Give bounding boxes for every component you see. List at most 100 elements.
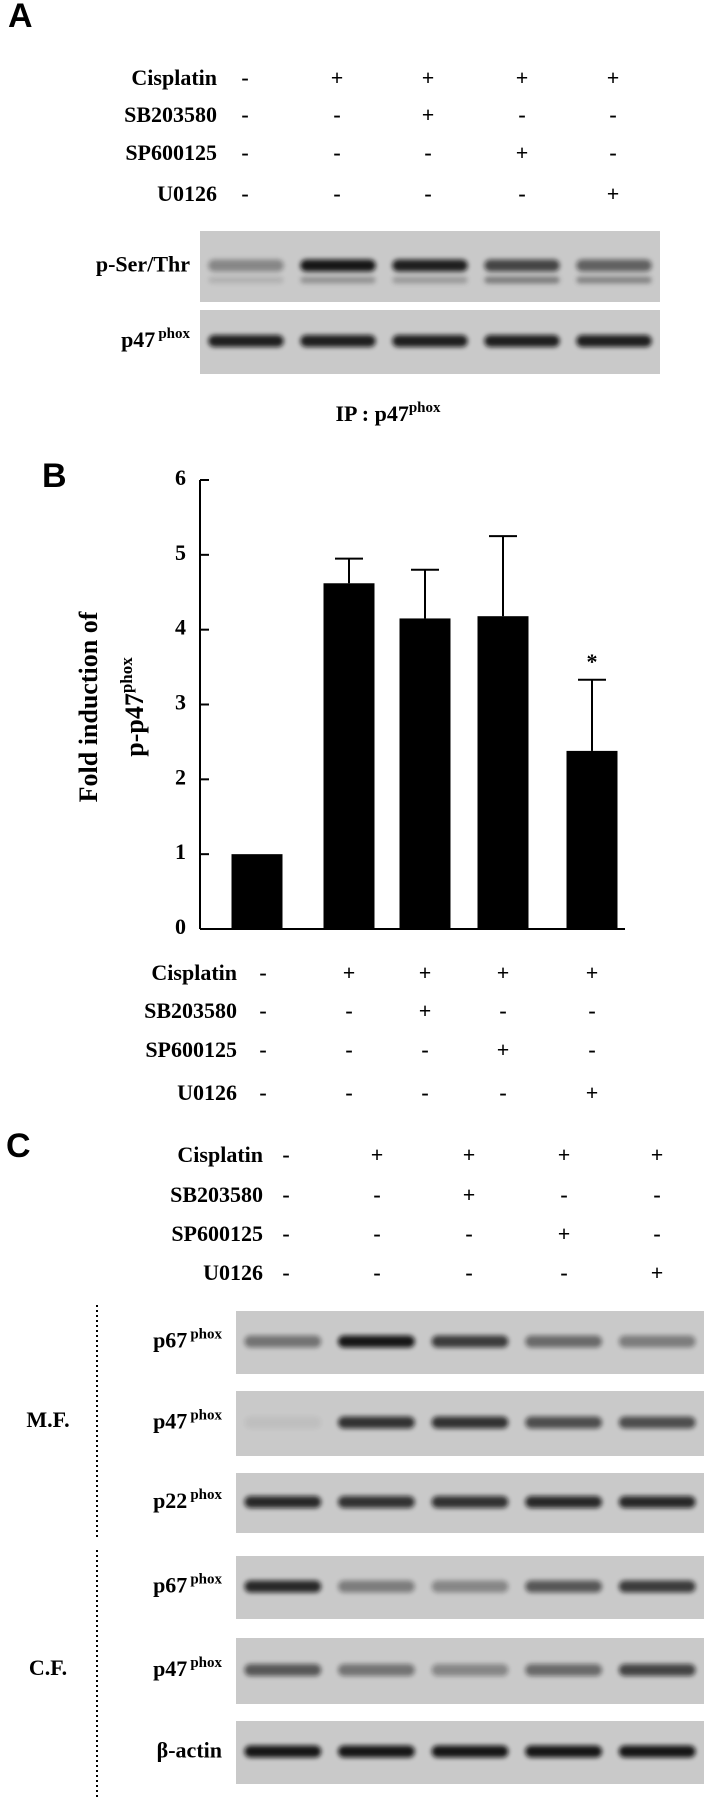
blot-band	[338, 1580, 415, 1593]
label-sup: phox	[190, 1408, 222, 1424]
treatment-sign: -	[421, 1080, 428, 1105]
treatment-sign: -	[588, 998, 595, 1023]
label-text: p67	[153, 1328, 187, 1353]
treatment-sign: +	[422, 102, 435, 127]
treatment-sign: +	[343, 960, 356, 985]
treatment-sign: +	[497, 960, 510, 985]
row-label: p67 phox	[153, 1572, 222, 1598]
blot-band	[576, 259, 652, 272]
treatment-sign: +	[586, 960, 599, 985]
treatment-sign: -	[259, 998, 266, 1023]
blot-band	[525, 1416, 602, 1429]
blot-band	[618, 1335, 696, 1348]
blot-band	[576, 335, 652, 347]
treatment-sign: +	[607, 65, 620, 90]
y-label-text: Fold induction of	[74, 611, 103, 802]
blot-band	[392, 259, 468, 272]
label-text: p47	[121, 327, 155, 352]
row-label: p67 phox	[153, 1327, 222, 1353]
treatment-sign: +	[497, 1037, 510, 1062]
blot-band	[338, 1496, 415, 1508]
blot-band	[525, 1335, 602, 1348]
bar	[231, 854, 283, 929]
label-text: β-actin	[157, 1738, 222, 1763]
treatment-sign: -	[259, 960, 266, 985]
blot-band	[431, 1580, 509, 1593]
blot-band	[244, 1664, 322, 1676]
treatment-sign: -	[499, 1080, 506, 1105]
error-bar	[578, 678, 606, 751]
blot-band	[208, 335, 284, 347]
label-sup: phox	[190, 1487, 222, 1503]
bar	[399, 618, 451, 929]
y-label-sup: phox	[117, 657, 136, 693]
label-text: p47	[153, 1409, 187, 1434]
caption-text: IP : p47	[335, 401, 408, 426]
treatment-sign: -	[259, 1037, 266, 1062]
treatment-sign: +	[463, 1142, 476, 1167]
treatment-sign: +	[558, 1221, 571, 1246]
treatment-sign: -	[241, 65, 248, 90]
blot-band	[431, 1664, 509, 1676]
blot-band	[618, 1664, 696, 1676]
caption-sup: phox	[409, 400, 441, 416]
treatment-name: SP600125	[171, 1221, 263, 1246]
blot-band	[338, 1664, 415, 1676]
treatment-sign: -	[241, 140, 248, 165]
panel-label: C	[6, 1127, 31, 1165]
treatment-sign: -	[373, 1221, 380, 1246]
treatment-sign: -	[282, 1260, 289, 1285]
ip-caption: IP : p47phox	[335, 400, 441, 426]
blot-band	[300, 276, 376, 284]
treatment-sign: -	[588, 1037, 595, 1062]
treatment-sign: -	[333, 181, 340, 206]
treatment-name: U0126	[177, 1080, 237, 1105]
row-label: p47 phox	[153, 1655, 222, 1681]
row-label: p47 phox	[121, 326, 190, 352]
blot-band	[208, 276, 284, 284]
treatment-name: SB203580	[170, 1182, 263, 1207]
blot-band	[484, 276, 560, 284]
y-tick-label: 5	[175, 540, 186, 565]
row-label: β-actin	[157, 1738, 222, 1763]
treatment-sign: +	[331, 65, 344, 90]
blot-band	[244, 1496, 322, 1508]
blot-band	[431, 1416, 509, 1429]
treatment-sign: -	[560, 1182, 567, 1207]
treatment-sign: +	[516, 65, 529, 90]
blot-band	[525, 1745, 602, 1758]
treatment-sign: +	[516, 140, 529, 165]
bar	[477, 616, 529, 929]
blot-band	[392, 276, 468, 284]
treatment-name: Cisplatin	[177, 1142, 263, 1167]
blot-band	[618, 1416, 696, 1429]
treatment-sign: -	[421, 1037, 428, 1062]
blot-band	[431, 1496, 509, 1508]
blot-band	[244, 1335, 322, 1348]
label-sup: phox	[190, 1572, 222, 1588]
y-tick-label: 4	[175, 615, 186, 640]
panel-label: B	[42, 457, 67, 495]
label-sup: phox	[190, 1327, 222, 1343]
blot-band	[244, 1416, 322, 1429]
blot-band	[431, 1745, 509, 1758]
label-sup: phox	[190, 1655, 222, 1671]
treatment-sign: -	[282, 1221, 289, 1246]
treatment-name: Cisplatin	[151, 960, 237, 985]
blot-band	[338, 1335, 415, 1348]
treatment-sign: -	[560, 1260, 567, 1285]
fraction-label: C.F.	[29, 1655, 67, 1680]
treatment-name: U0126	[157, 181, 217, 206]
treatment-sign: -	[333, 140, 340, 165]
label-text: p67	[153, 1573, 187, 1598]
treatment-name: SB203580	[144, 998, 237, 1023]
row-label: p22 phox	[153, 1487, 222, 1513]
treatment-sign: +	[371, 1142, 384, 1167]
blot-band	[244, 1580, 322, 1593]
treatment-sign: -	[499, 998, 506, 1023]
label-text: p47	[153, 1656, 187, 1681]
y-tick-label: 1	[175, 839, 186, 864]
y-axis-label: p-p47phox	[117, 657, 149, 757]
blot-band	[484, 335, 560, 347]
bar	[566, 750, 618, 929]
